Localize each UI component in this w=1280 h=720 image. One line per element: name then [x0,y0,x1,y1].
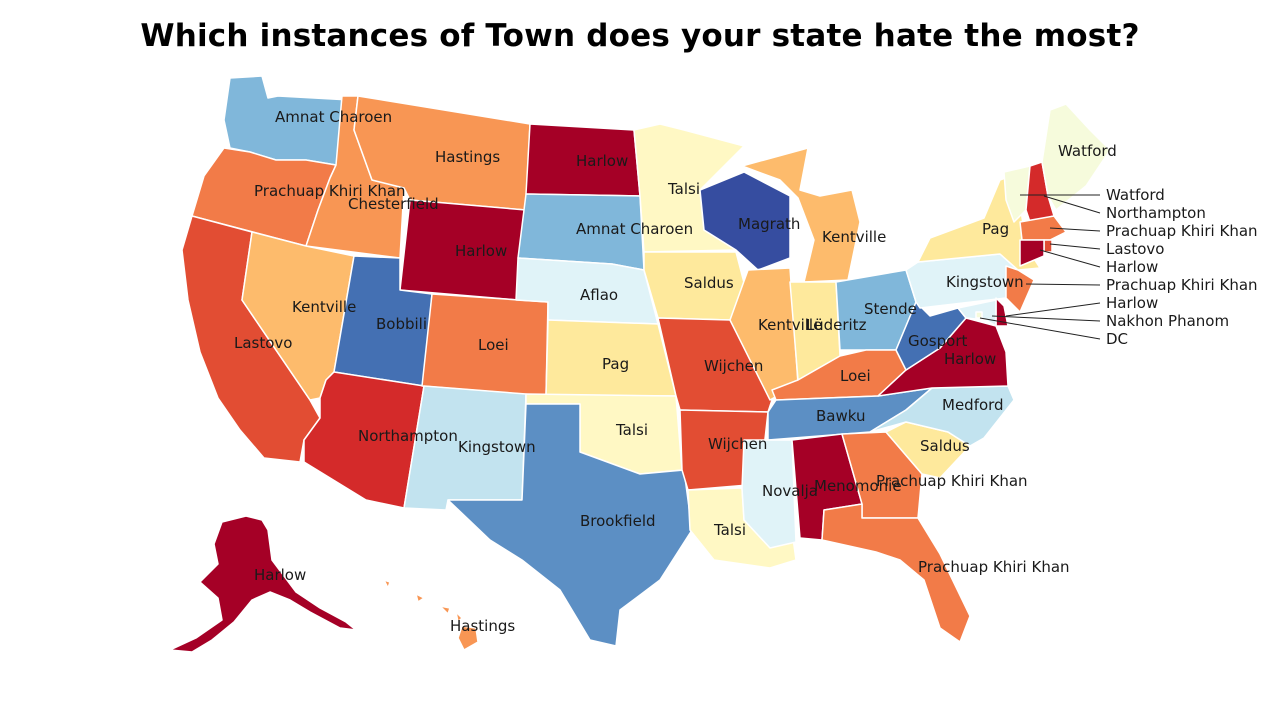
state-tx[interactable] [447,403,693,647]
state-label-la: Talsi [713,521,746,539]
state-label-ms: Novalja [762,482,818,500]
state-label-ok: Talsi [615,421,648,439]
state-label-ak: Harlow [254,566,306,584]
state-label-nv: Kentville [292,298,356,316]
state-label-id: Chesterfield [348,195,439,213]
state-label-nh: Northampton [1106,204,1206,222]
state-label-pa: Kingstown [946,273,1024,291]
state-label-wv: Gosport [908,332,967,350]
state-label-ut: Bobbili [376,315,427,333]
state-label-ca: Lastovo [234,334,292,352]
state-label-ks: Pag [602,355,629,373]
state-label-ia: Saldus [684,274,734,292]
state-dc[interactable] [975,311,983,319]
state-label-or: Prachuap Khiri Khan [254,182,406,200]
state-label-sd: Amnat Charoen [576,220,693,238]
state-label-wa: Amnat Charoen [275,108,392,126]
state-label-al: Menomonie [814,477,902,495]
state-label-nc: Medford [942,396,1004,414]
map-title: Which instances of Town does your state … [140,18,1140,54]
leader-de [1005,302,1101,317]
state-label-fl: Prachuap Khiri Khan [918,558,1070,576]
leader-lines [979,194,1101,340]
state-label-il: Kentville [758,316,822,334]
state-label-me: Watford [1058,142,1117,160]
state-label-mi: Kentville [822,228,886,246]
state-label-ny: Pag [982,220,1009,238]
state-label-wi: Magrath [738,215,800,233]
state-label-vt: Watford [1106,186,1165,204]
state-label-nd: Harlow [576,152,628,170]
leader-dc [979,317,1101,340]
leader-nj [1025,283,1101,286]
state-label-nm: Kingstown [458,438,536,456]
state-wi[interactable] [699,171,791,271]
leader-md [991,315,1101,322]
state-label-sc: Saldus [920,437,970,455]
state-ri[interactable] [1043,239,1053,253]
state-label-in: Lüderitz [806,316,867,334]
state-label-az: Northampton [358,427,458,445]
state-label-co: Loei [478,336,509,354]
state-label-mt: Hastings [435,148,500,166]
state-ct[interactable] [1019,239,1045,267]
leader-ct [1039,249,1101,268]
state-label-ar: Wijchen [708,435,767,453]
state-ak[interactable] [169,515,357,653]
state-label-ct: Harlow [1106,258,1158,276]
state-label-tx: Brookfield [580,512,656,530]
state-label-dc: DC [1106,330,1128,348]
state-label-tn: Bawku [816,407,865,425]
state-label-wy: Harlow [455,242,507,260]
state-label-mo: Wijchen [704,357,763,375]
state-label-nj: Prachuap Khiri Khan [1106,276,1258,294]
state-label-ma: Prachuap Khiri Khan [1106,222,1258,240]
state-fl[interactable] [821,503,971,643]
state-vt[interactable] [1003,165,1031,223]
state-nj[interactable] [1005,265,1035,313]
state-ma[interactable] [1019,215,1067,241]
state-label-ky: Loei [840,367,871,385]
state-label-oh: Stende [864,300,917,318]
state-label-hi: Hastings [450,617,515,635]
states-layer [169,75,1111,653]
leader-ma [1049,227,1101,232]
state-nc[interactable] [869,385,1015,447]
state-label-ga: Prachuap Khiri Khan [876,472,1028,490]
state-hi[interactable] [383,579,479,651]
state-label-va: Harlow [944,350,996,368]
leader-nh [1043,195,1101,214]
state-mi[interactable] [741,147,861,283]
state-label-ne: Aflao [580,286,618,304]
leader-ri [1049,243,1101,250]
state-label-de: Harlow [1106,294,1158,312]
state-me[interactable] [1041,103,1111,211]
state-label-mn: Talsi [667,180,700,198]
state-label-md: Nakhon Phanom [1106,312,1229,330]
state-label-ri: Lastovo [1106,240,1164,258]
